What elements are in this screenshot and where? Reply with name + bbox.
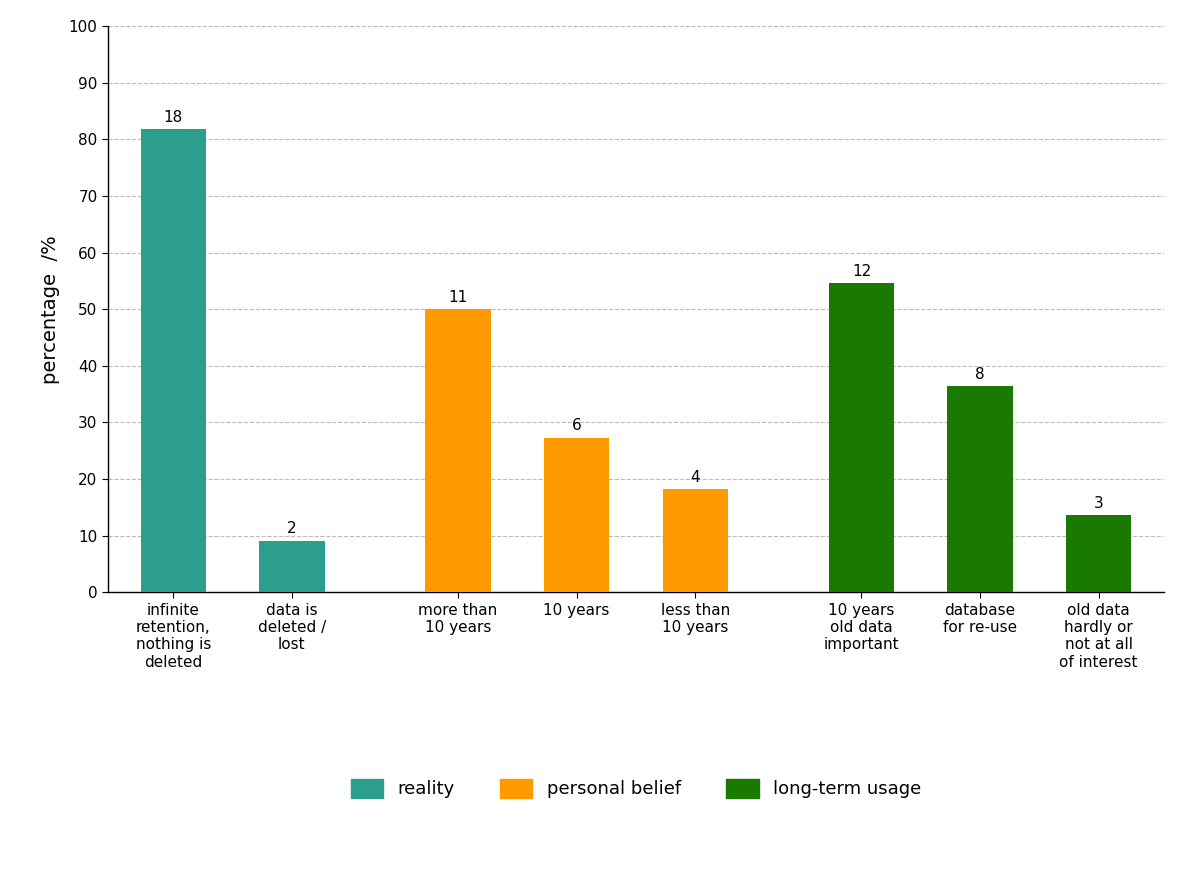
Bar [259,541,324,592]
Text: 18: 18 [163,110,182,125]
Bar [425,309,491,592]
Bar [662,490,728,592]
Bar [544,438,610,592]
Bar [1066,515,1132,592]
Text: 8: 8 [976,367,985,381]
Bar [140,129,206,592]
Bar [948,387,1013,592]
Text: 3: 3 [1094,496,1104,510]
Text: 4: 4 [690,469,700,485]
Bar [829,283,894,592]
Legend: reality, personal belief, long-term usage: reality, personal belief, long-term usag… [350,779,922,799]
Text: 11: 11 [449,290,468,305]
Text: 6: 6 [571,418,582,434]
Y-axis label: percentage  /%: percentage /% [41,235,60,383]
Text: 12: 12 [852,264,871,279]
Text: 2: 2 [287,521,296,537]
